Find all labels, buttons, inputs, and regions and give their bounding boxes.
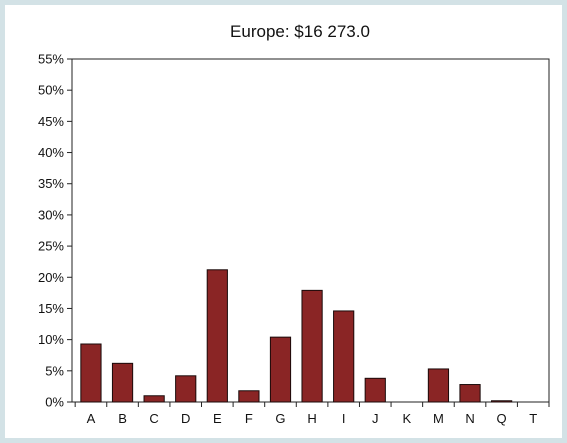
bar-c [143, 395, 165, 403]
y-tick-label: 15% [38, 301, 64, 316]
x-tick-label: G [275, 411, 285, 426]
y-axis: 0% 5% 10% 15% 20% 25% 30% 35% 40% 45% 50% 55% [38, 52, 72, 410]
x-tick-label: I [342, 411, 346, 426]
bar-h [301, 289, 323, 403]
bar-n [459, 384, 481, 403]
bar-j [364, 377, 386, 403]
bar-m [427, 368, 450, 403]
x-tick-label: C [149, 411, 158, 426]
y-tick-label: 40% [38, 145, 64, 160]
bars [80, 269, 513, 403]
bar-e [206, 269, 228, 403]
y-tick-label: 20% [38, 270, 64, 285]
x-tick-label: A [87, 411, 96, 426]
y-tick-label: 0% [45, 395, 64, 410]
x-tick-label: J [372, 411, 379, 426]
x-tick-label: H [307, 411, 316, 426]
x-tick-label: D [181, 411, 190, 426]
y-tick-label: 50% [38, 83, 64, 98]
x-tick-label: E [213, 411, 222, 426]
y-tick-label: 25% [38, 239, 64, 254]
x-tick-label: B [118, 411, 127, 426]
bar-q [491, 400, 513, 403]
x-tick-label: F [245, 411, 253, 426]
y-tick-label: 55% [38, 52, 64, 67]
x-tick-label: Q [497, 411, 507, 426]
x-tick-label: T [529, 411, 537, 426]
y-tick-label: 45% [38, 114, 64, 129]
bar-d [175, 375, 197, 403]
y-tick-label: 35% [38, 176, 64, 191]
y-tick-label: 10% [38, 332, 64, 347]
x-tick-label: N [465, 411, 474, 426]
chart-title: Europe: $16 273.0 [230, 22, 370, 41]
bar-g [269, 336, 292, 403]
bar-i [333, 310, 355, 403]
y-tick-label: 30% [38, 207, 64, 222]
x-tick-label: M [433, 411, 444, 426]
y-tick-label: 5% [45, 363, 64, 378]
bar-f [238, 390, 260, 403]
x-tick-label: K [403, 411, 412, 426]
bar-a [80, 343, 102, 403]
bar-b [111, 362, 134, 403]
